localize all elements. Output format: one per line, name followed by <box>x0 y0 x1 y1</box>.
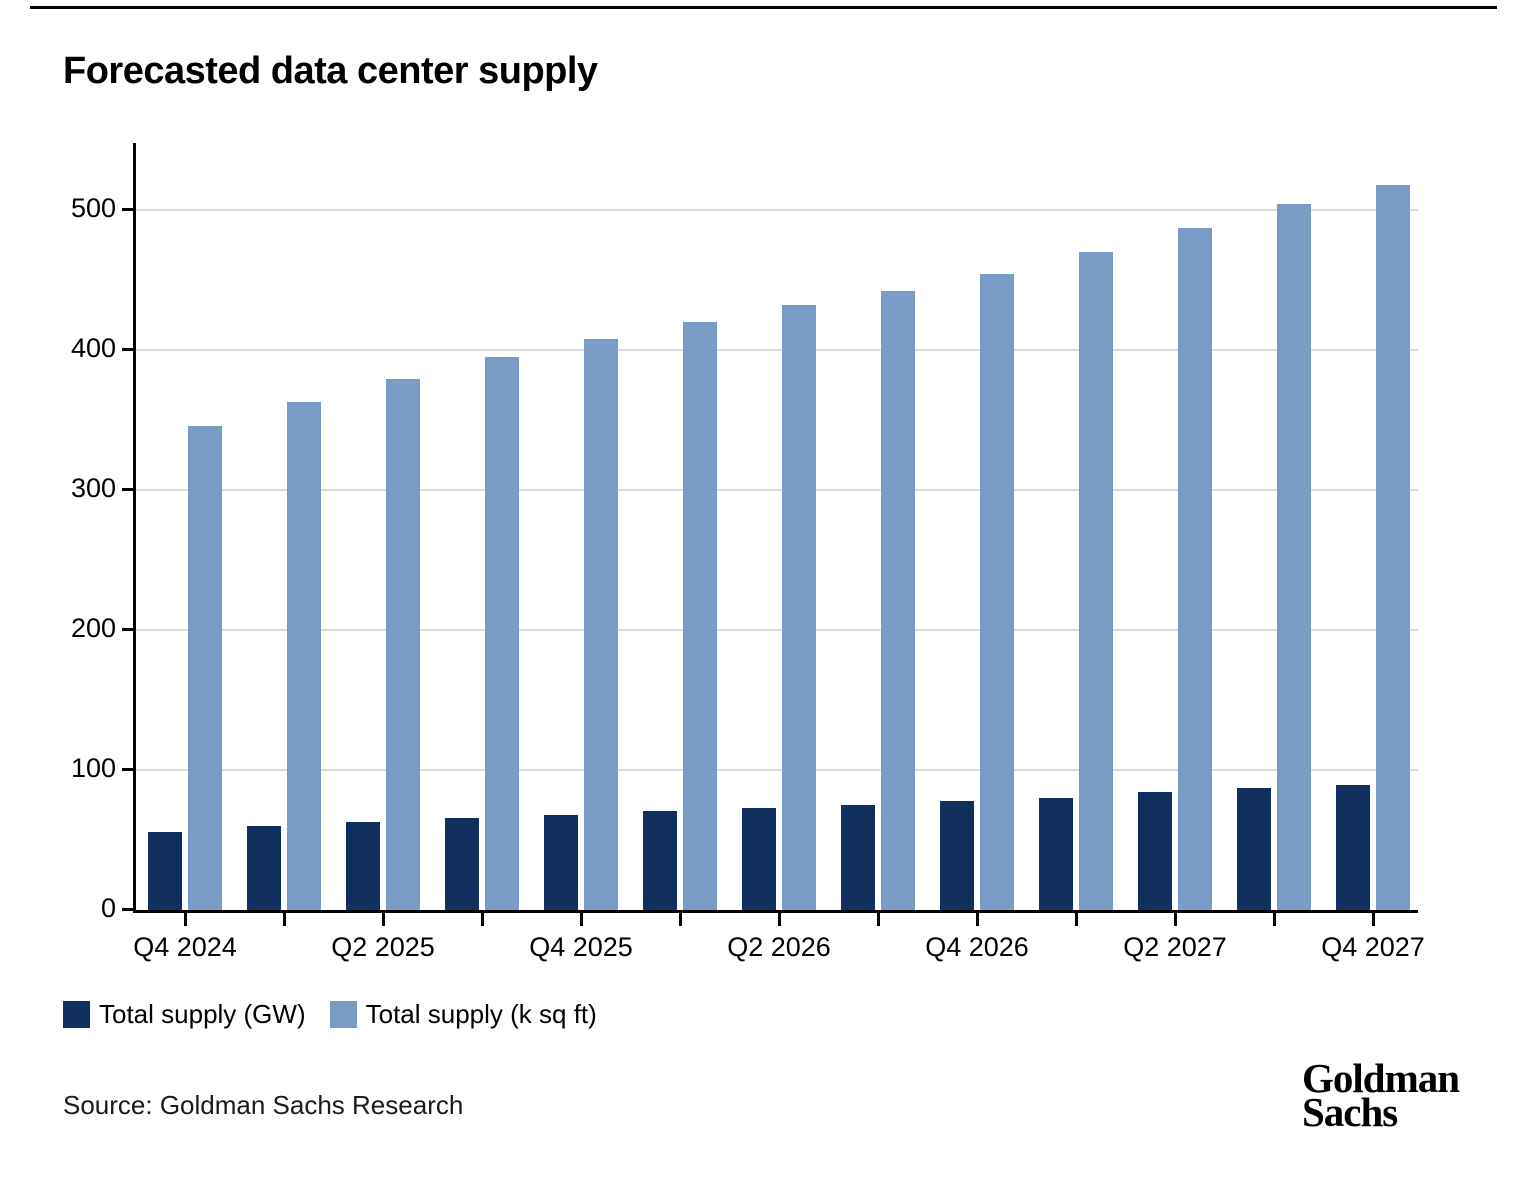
logo-line-1: Goldman <box>1302 1055 1460 1101</box>
x-axis-label-q4-2027: Q4 2027 <box>1321 932 1425 962</box>
bar-series1-q4-2024 <box>188 425 222 910</box>
y-axis-label-0: 0 <box>100 893 116 923</box>
bar-series0-q1-2026 <box>643 810 677 910</box>
bar-series1-q3-2026 <box>881 291 915 910</box>
bar-series0-q3-2027 <box>1237 788 1271 910</box>
x-axis-tick-q4-2026 <box>976 913 979 926</box>
bar-chart-plot-area: 0 100 200 300 400 500 Q4 2024 Q2 2025 Q4 2025 Q2 … <box>71 143 1425 962</box>
bar-series0-q1-2027 <box>1039 798 1073 910</box>
x-axis-tick-q3-2025 <box>481 913 484 926</box>
legend-swatch-ksqft <box>329 1001 357 1028</box>
bar-series1-q1-2026 <box>683 322 717 910</box>
y-axis-tick-300 <box>122 488 133 491</box>
x-axis-label-q2-2027: Q2 2027 <box>1123 932 1227 962</box>
bar-series1-q3-2027 <box>1277 204 1311 910</box>
logo-line-2: Sachs <box>1302 1088 1398 1135</box>
x-axis-label-q4-2026: Q4 2026 <box>925 932 1029 962</box>
source-attribution: Source: Goldman Sachs Research <box>63 1090 464 1120</box>
legend-item-ksqft: Total supply (k sq ft) <box>329 999 597 1030</box>
y-axis-tick-400 <box>122 348 133 351</box>
legend-label-ksqft: Total supply (k sq ft) <box>365 999 597 1029</box>
y-axis-tick-0 <box>122 908 133 911</box>
y-axis-label-300: 300 <box>70 473 116 503</box>
top-rule <box>30 6 1497 9</box>
x-axis-tick-q4-2027 <box>1372 913 1375 926</box>
gridline-200 <box>136 629 1418 631</box>
x-axis-tick-q3-2026 <box>877 913 880 926</box>
bar-series0-q4-2026 <box>940 800 974 910</box>
x-axis-tick-q2-2027 <box>1174 913 1177 926</box>
y-axis-label-200: 200 <box>70 613 116 643</box>
x-axis-tick-q4-2025 <box>580 913 583 926</box>
bar-series0-q4-2024 <box>148 831 182 910</box>
legend-item-gw: Total supply (GW) <box>63 999 306 1030</box>
goldman-sachs-logo: Goldman Sachs <box>1302 1055 1460 1135</box>
bar-series1-q4-2025 <box>584 338 618 910</box>
x-axis-label-q2-2025: Q2 2025 <box>331 932 435 962</box>
y-axis-tick-100 <box>122 768 133 771</box>
gridline-500 <box>136 209 1418 211</box>
bar-series1-q2-2025 <box>386 379 420 910</box>
y-axis-label-400: 400 <box>70 333 116 363</box>
gridline-100 <box>136 769 1418 771</box>
y-axis-label-500: 500 <box>70 193 116 223</box>
bar-series1-q2-2027 <box>1178 228 1212 910</box>
x-axis-tick-q2-2025 <box>382 913 385 926</box>
bar-series0-q3-2025 <box>445 817 479 910</box>
bar-series0-q4-2027 <box>1336 785 1370 910</box>
x-axis-tick-q1-2027 <box>1075 913 1078 926</box>
legend-swatch-gw <box>63 1001 90 1028</box>
y-axis-tick-200 <box>122 628 133 631</box>
bar-series1-q3-2025 <box>485 357 519 910</box>
bar-series0-q4-2025 <box>544 814 578 910</box>
chart-legend: Total supply (GW) Total supply (k sq ft) <box>63 999 597 1030</box>
x-axis-label-q2-2026: Q2 2026 <box>727 932 831 962</box>
bar-series0-q3-2026 <box>841 805 875 910</box>
gridline-300 <box>136 489 1418 491</box>
x-axis-label-q4-2024: Q4 2024 <box>133 932 237 962</box>
bar-series0-q1-2025 <box>247 826 281 910</box>
y-axis-tick-500 <box>122 208 133 211</box>
bar-series1-q1-2027 <box>1079 252 1113 910</box>
x-axis-tick-q3-2027 <box>1273 913 1276 926</box>
bar-series0-q2-2026 <box>742 807 776 910</box>
x-axis-tick-q1-2025 <box>283 913 286 926</box>
bar-series1-q4-2026 <box>980 274 1014 910</box>
bar-series1-q2-2026 <box>782 305 816 910</box>
gridline-400 <box>136 349 1418 351</box>
y-axis-label-100: 100 <box>70 753 116 783</box>
bar-series0-q2-2025 <box>346 821 380 910</box>
x-axis-tick-q4-2024 <box>184 913 187 926</box>
bar-series1-q1-2025 <box>287 401 321 910</box>
bar-series0-q2-2027 <box>1138 792 1172 910</box>
page-title: Forecasted data center supply <box>63 50 598 92</box>
x-axis-label-q4-2025: Q4 2025 <box>529 932 633 962</box>
x-axis-tick-q2-2026 <box>778 913 781 926</box>
legend-label-gw: Total supply (GW) <box>99 999 306 1029</box>
bar-series1-q4-2027 <box>1376 184 1410 910</box>
x-axis-tick-q1-2026 <box>679 913 682 926</box>
